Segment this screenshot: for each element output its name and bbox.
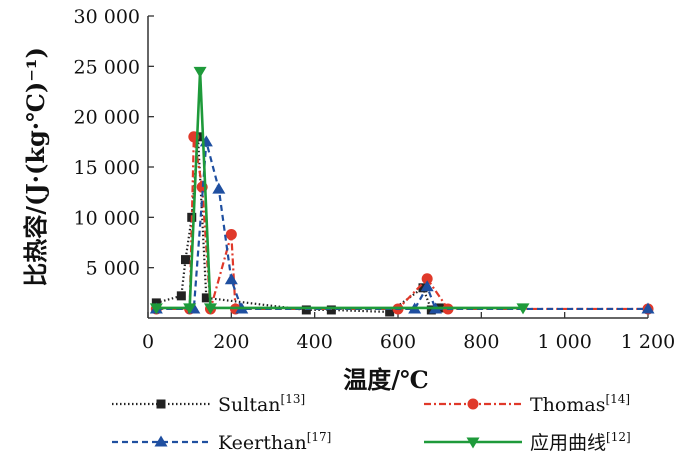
data-point xyxy=(176,291,186,301)
x-tick-label: 600 xyxy=(380,331,416,353)
legend-marker xyxy=(467,398,479,410)
y-tick-label: 15 000 xyxy=(74,157,140,179)
data-point xyxy=(421,273,433,285)
x-tick-label: 800 xyxy=(463,331,499,353)
data-point xyxy=(181,255,190,265)
y-tick-label: 5 000 xyxy=(86,258,140,280)
x-tick-label: 400 xyxy=(297,331,333,353)
data-point xyxy=(641,302,655,314)
legend-item: Keerthan[17] xyxy=(112,430,331,454)
series-line xyxy=(156,140,648,311)
legend-label: 应用曲线[12] xyxy=(530,430,631,454)
data-point xyxy=(212,182,226,194)
axes xyxy=(147,15,649,319)
series-keerthan xyxy=(149,135,655,314)
y-tick-label: 10 000 xyxy=(74,207,140,229)
series-line xyxy=(156,70,523,310)
legend-label: Thomas[14] xyxy=(530,392,630,416)
series-line xyxy=(156,135,440,314)
legend-label: Keerthan[17] xyxy=(218,430,331,454)
legend-item: Thomas[14] xyxy=(424,392,630,416)
y-tick-label: 20 000 xyxy=(74,107,140,129)
x-tick-label: 200 xyxy=(213,331,249,353)
y-tick-label: 25 000 xyxy=(74,56,140,78)
plot-area xyxy=(149,66,655,317)
data-point xyxy=(149,303,163,315)
data-point xyxy=(385,307,395,317)
tick-labels: 5 000 10 000 15 000 20 000 25 000 30 000 0 200 4… xyxy=(74,6,676,353)
legend-item: 应用曲线[12] xyxy=(424,430,631,454)
y-axis-label: 比热容/(J·(kg·℃)⁻¹) xyxy=(21,47,50,287)
data-point xyxy=(224,273,238,285)
legend-label: Sultan[13] xyxy=(218,392,305,416)
x-axis-label: 温度/℃ xyxy=(343,365,429,394)
x-tick-label: 1 000 xyxy=(537,331,591,353)
legend-item: Sultan[13] xyxy=(112,392,305,416)
data-point xyxy=(225,228,237,240)
legend-marker xyxy=(466,437,480,449)
legend-marker xyxy=(156,399,166,409)
series-- xyxy=(149,66,530,315)
series-thomas xyxy=(150,131,654,315)
x-tick-label: 1 200 xyxy=(621,331,675,353)
legend: Sultan[13] Thomas[14] Keerthan[17] 应用曲线[12] xyxy=(112,392,631,454)
data-point xyxy=(420,280,434,292)
x-tick-label: 0 xyxy=(142,331,154,353)
data-point xyxy=(204,303,217,315)
legend-marker xyxy=(154,435,168,447)
y-tick-label: 30 000 xyxy=(74,6,140,28)
data-point xyxy=(201,293,211,303)
data-point xyxy=(516,303,530,315)
data-point xyxy=(183,303,197,315)
data-point xyxy=(193,66,207,78)
